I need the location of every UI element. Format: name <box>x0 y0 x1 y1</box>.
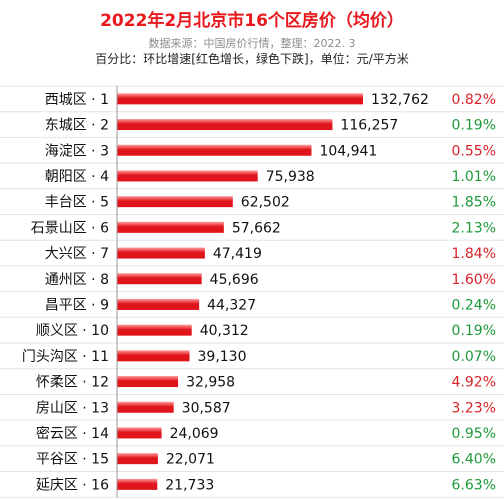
category-label: 怀柔区 · 12 <box>36 375 109 391</box>
bar <box>117 144 312 156</box>
value-label: 32,958 <box>186 375 235 391</box>
category-label: 门头沟区 · 11 <box>22 349 109 365</box>
mom-change-label: 6.40% <box>452 452 496 468</box>
value-label: 30,587 <box>182 400 231 416</box>
category-label: 昌平区 · 9 <box>45 297 109 313</box>
mom-change-label: 0.95% <box>452 426 496 442</box>
value-label: 57,662 <box>232 220 281 236</box>
bar <box>117 453 158 465</box>
mom-change-label: 3.23% <box>452 400 496 416</box>
bar <box>117 119 333 131</box>
category-label: 房山区 · 13 <box>36 400 109 416</box>
mom-change-label: 0.07% <box>452 349 496 365</box>
value-label: 40,312 <box>200 323 249 339</box>
bar <box>117 93 363 105</box>
mom-change-label: 0.19% <box>452 323 496 339</box>
value-label: 21,733 <box>165 477 214 493</box>
bar <box>117 221 224 233</box>
category-label: 密云区 · 14 <box>36 425 109 442</box>
category-label: 东城区 · 2 <box>45 118 109 134</box>
bar <box>117 350 190 362</box>
category-label: 延庆区 · 16 <box>36 477 109 493</box>
value-label: 39,130 <box>198 349 247 365</box>
value-label: 22,071 <box>166 452 215 468</box>
mom-change-label: 1.01% <box>452 169 496 185</box>
bar <box>117 196 233 208</box>
value-label: 45,696 <box>210 272 259 288</box>
value-label: 44,327 <box>207 297 256 313</box>
category-label: 大兴区 · 7 <box>45 246 109 262</box>
value-label: 104,941 <box>319 143 377 159</box>
value-label: 24,069 <box>170 426 219 442</box>
category-label: 海淀区 · 3 <box>45 143 109 159</box>
value-label: 62,502 <box>241 195 290 211</box>
mom-change-label: 1.84% <box>452 246 496 262</box>
category-label: 朝阳区 · 4 <box>45 169 109 185</box>
mom-change-label: 0.55% <box>452 143 496 159</box>
category-label: 平谷区 · 15 <box>36 452 109 468</box>
chart-source: 数据来源：中国房价行情，整理：2022. 3 <box>148 37 356 50</box>
category-label: 丰台区 · 5 <box>45 195 109 211</box>
mom-change-label: 0.82% <box>452 92 496 108</box>
value-label: 47,419 <box>213 246 262 262</box>
mom-change-label: 1.60% <box>452 272 496 288</box>
chart-note: 百分比：环比增速[红色增长，绿色下跌]，单位：元/平方米 <box>95 52 409 66</box>
bar <box>117 376 179 388</box>
mom-change-label: 1.85% <box>452 195 496 211</box>
bar <box>117 324 192 336</box>
bar <box>117 427 162 439</box>
mom-change-label: 4.92% <box>452 375 496 391</box>
bar <box>117 170 258 182</box>
mom-change-label: 2.13% <box>452 220 496 236</box>
bar <box>117 273 202 285</box>
bar <box>117 247 205 259</box>
chart-title: 2022年2月北京市16个区房价（均价） <box>100 11 404 31</box>
value-label: 132,762 <box>371 92 429 108</box>
category-label: 通州区 · 8 <box>45 272 109 288</box>
bar <box>117 478 158 490</box>
mom-change-label: 0.19% <box>452 118 496 134</box>
category-label: 顺义区 · 10 <box>36 323 109 339</box>
bar <box>117 401 174 413</box>
bar <box>117 298 200 310</box>
category-label: 石景山区 · 6 <box>31 220 109 236</box>
category-label: 西城区 · 1 <box>45 92 109 108</box>
value-label: 116,257 <box>340 118 398 134</box>
mom-change-label: 6.63% <box>452 477 496 493</box>
mom-change-label: 0.24% <box>452 297 496 313</box>
value-label: 75,938 <box>266 169 315 185</box>
